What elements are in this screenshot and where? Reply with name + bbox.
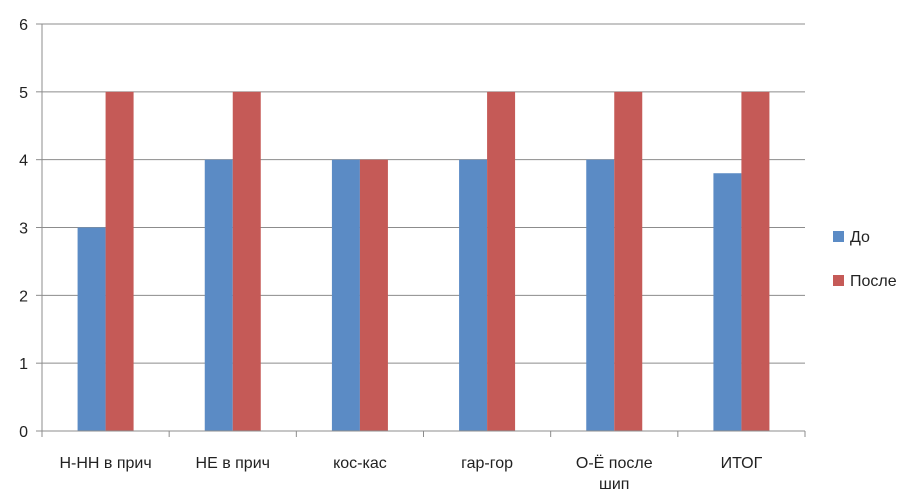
legend-swatch-0 (833, 231, 844, 242)
y-tick-label: 4 (19, 153, 28, 170)
y-tick-label: 1 (19, 356, 28, 373)
bar-do-3 (459, 159, 488, 431)
gridlines (42, 23, 805, 364)
legend-label-1: После (850, 273, 897, 290)
bar-do-1 (204, 159, 233, 431)
bar-posle-1 (232, 91, 261, 431)
y-tick-label: 3 (19, 221, 28, 238)
bar-do-5 (713, 173, 742, 431)
bar-do-0 (77, 227, 106, 431)
bar-do-2 (331, 159, 360, 431)
bar-posle-3 (487, 91, 516, 431)
x-tick-label: кос-кас (333, 455, 387, 472)
bar-posle-0 (105, 91, 134, 431)
legend: До После (833, 229, 897, 290)
x-tick-label: О-Ё после шип (576, 454, 653, 493)
y-tick-label: 2 (19, 288, 28, 305)
bar-posle-5 (741, 91, 770, 431)
x-tick-label: НЕ в прич (196, 455, 270, 472)
x-tick-label: Н-НН в прич (59, 455, 151, 472)
x-tick-label: ИТОГ (721, 455, 763, 472)
y-tick-label: 0 (19, 424, 28, 441)
bar-do-4 (586, 159, 615, 431)
y-tick-label: 6 (19, 17, 28, 34)
legend-label-0: До (850, 229, 870, 246)
legend-swatch-1 (833, 275, 844, 286)
x-tick-label: гар-гор (461, 455, 513, 472)
bars (77, 91, 770, 431)
y-tick-label: 5 (19, 85, 28, 102)
bar-posle-4 (614, 91, 643, 431)
bar-posle-2 (359, 159, 388, 431)
y-axis-ticks: 0 1 2 3 4 5 6 (19, 17, 42, 441)
x-axis-ticks: Н-НН в прич НЕ в прич кос-кас гар-гор О-Ё по… (41, 431, 806, 493)
